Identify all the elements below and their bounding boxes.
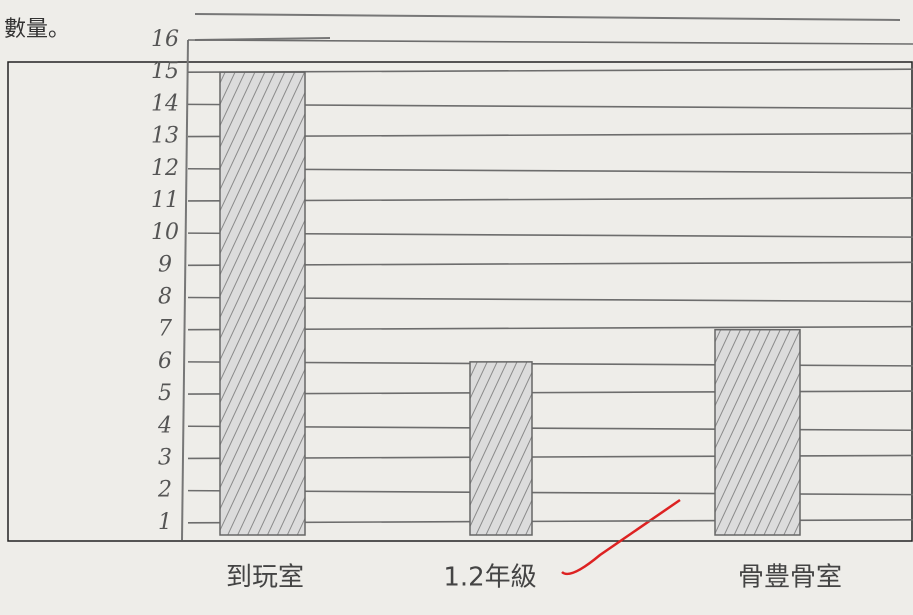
y-tick-label: 4 [157, 413, 172, 438]
y-tick-label: 15 [151, 59, 179, 84]
page-title: 數量。 [4, 17, 70, 42]
y-tick-label: 9 [158, 252, 172, 277]
y-tick-label: 13 [151, 124, 179, 149]
grid-line [187, 132, 913, 138]
grid-line [187, 197, 913, 202]
x-tick-label: 骨豊骨室 [738, 563, 842, 593]
y-tick-label: 6 [158, 349, 172, 374]
bar [469, 361, 533, 536]
grid-line [187, 261, 913, 267]
y-tick-label: 7 [158, 317, 172, 342]
grid-line [187, 232, 913, 238]
grid-line [187, 103, 913, 110]
y-tick-label: 3 [158, 445, 172, 470]
x-tick-label: 到玩室 [226, 563, 304, 593]
x-tick-label: 1.2年級 [443, 563, 536, 593]
y-tick-label: 1 [158, 510, 172, 535]
decor-line [194, 13, 901, 21]
grid-line [187, 325, 913, 331]
grid-line [187, 167, 913, 174]
y-tick-label: 5 [158, 381, 172, 406]
y-tick-label: 12 [151, 156, 179, 181]
grid-line [187, 39, 913, 45]
check-mark [561, 498, 681, 576]
y-axis [181, 39, 189, 541]
y-tick-label: 10 [151, 220, 179, 245]
bar [714, 328, 801, 536]
y-tick-label: 16 [151, 27, 179, 52]
y-tick-label: 8 [158, 285, 172, 310]
grid-line [187, 296, 913, 303]
y-tick-label: 2 [157, 478, 172, 503]
y-tick-label: 14 [151, 91, 179, 116]
bar [219, 71, 306, 536]
grid-line [187, 68, 913, 73]
y-tick-label: 11 [151, 188, 179, 213]
